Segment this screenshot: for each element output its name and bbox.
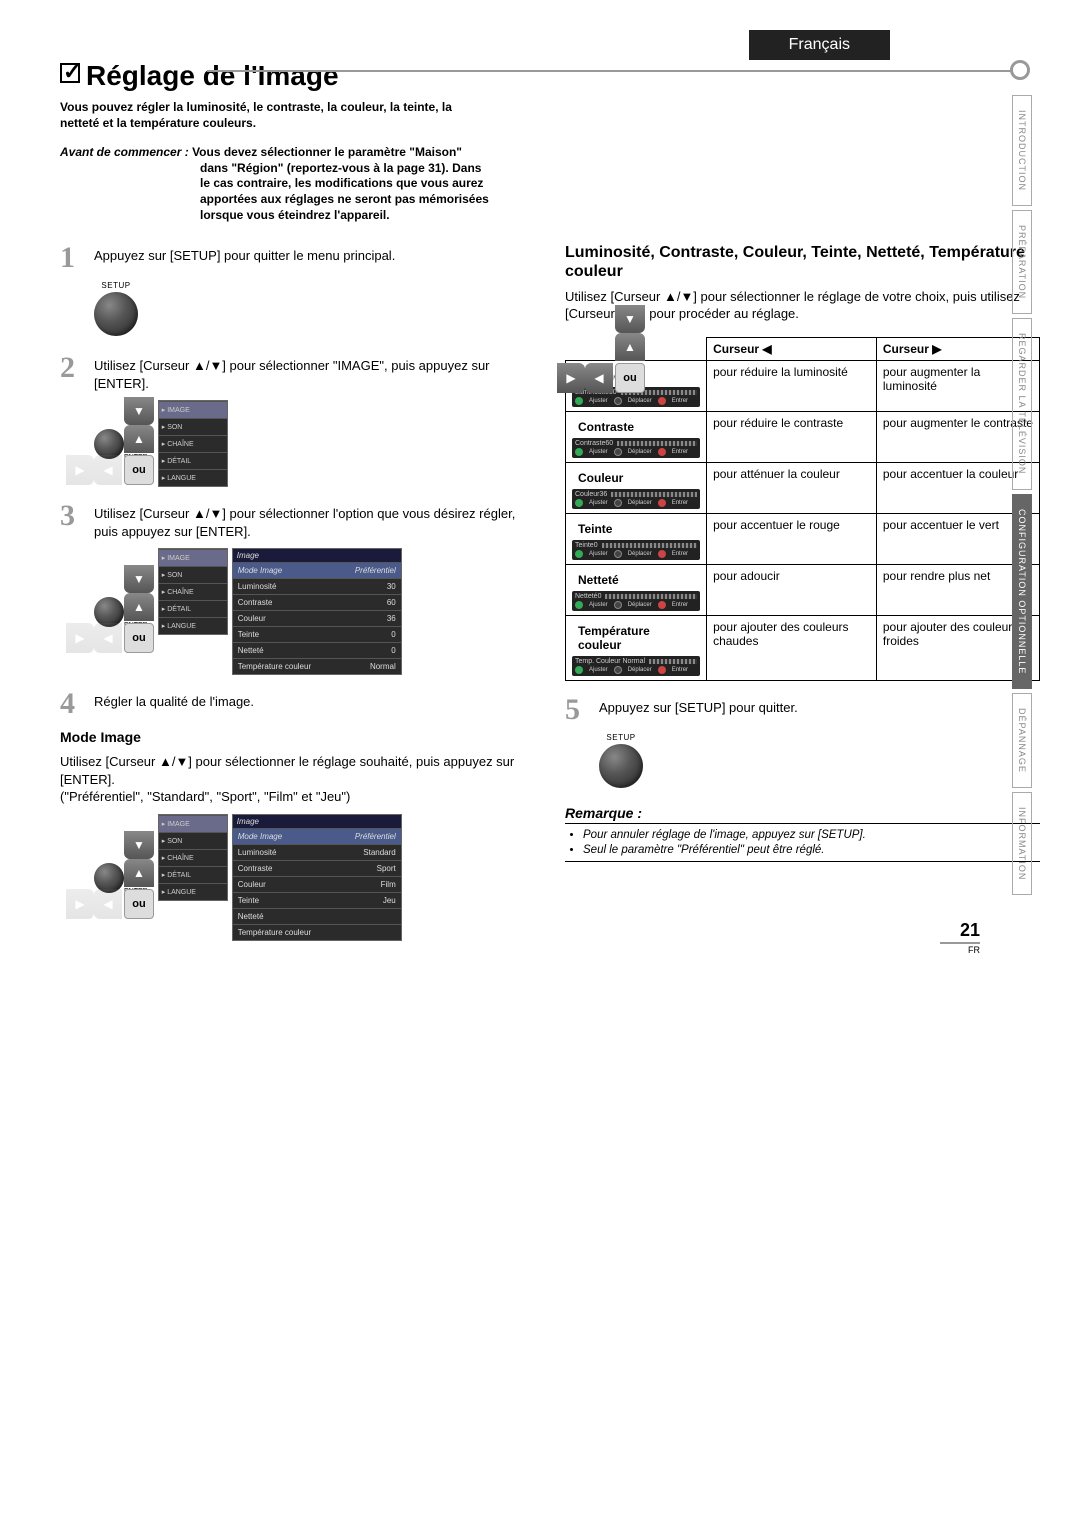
right-column: Luminosité, Contraste, Couleur, Teinte, …	[565, 243, 1040, 955]
osd-side-menu: ▸ IMAGE▸ SON▸ CHAÎNE▸ DÉTAIL▸ LANGUE	[158, 400, 228, 487]
header-circle	[1010, 60, 1030, 80]
language-tab: Français	[749, 30, 890, 60]
side-tab: PRÉPARATION	[1012, 210, 1032, 314]
step-2: 2 Utilisez [Curseur ▲/▼] pour sélectionn…	[60, 353, 535, 392]
setup-button-icon: SETUP	[94, 281, 138, 339]
setup-button-icon: SETUP	[599, 733, 643, 791]
side-tab: DÉPANNAGE	[1012, 693, 1032, 788]
osd-mode-menu: ImageMode ImagePréférentielLuminositéSta…	[232, 814, 402, 941]
left-column: 1 Appuyez sur [SETUP] pour quitter le me…	[60, 243, 535, 955]
header-rule	[207, 70, 1012, 72]
mode-image-text: Utilisez [Curseur ▲/▼] pour sélectionner…	[60, 749, 535, 806]
side-tab: INTRODUCTION	[1012, 95, 1032, 206]
side-tabs: INTRODUCTION PRÉPARATION REGARDER LA TÉLÉV…	[1012, 95, 1032, 895]
step-4: 4 Régler la qualité de l'image.	[60, 689, 535, 719]
page-title: Réglage de l'Image	[60, 60, 1040, 92]
check-icon	[60, 63, 80, 83]
side-tab: INFORMATION	[1012, 792, 1032, 895]
osd-image-menu: ImageMode ImagePréférentielLuminosité30C…	[232, 548, 402, 675]
remarque-box: Remarque : Pour annuler réglage de l'ima…	[565, 805, 1040, 862]
right-heading: Luminosité, Contraste, Couleur, Teinte, …	[565, 243, 1040, 281]
step-1: 1 Appuyez sur [SETUP] pour quitter le me…	[60, 243, 535, 273]
intro-text: Vous pouvez régler la luminosité, le con…	[60, 100, 480, 131]
side-tab: REGARDER LA TÉLÉVISION	[1012, 318, 1032, 489]
step-5: 5 Appuyez sur [SETUP] pour quitter.	[565, 695, 1040, 725]
mode-image-heading: Mode Image	[60, 729, 535, 745]
osd-side-menu: ▸ IMAGE▸ SON▸ CHAÎNE▸ DÉTAIL▸ LANGUE	[158, 548, 228, 635]
before-start: Avant de commencer : Vous devez sélectio…	[60, 145, 490, 223]
page-number: 21 FR	[940, 920, 980, 955]
side-tab: CONFIGURATION OPTIONNELLE	[1012, 494, 1032, 689]
step-3: 3 Utilisez [Curseur ▲/▼] pour sélectionn…	[60, 501, 535, 540]
osd-side-menu: ▸ IMAGE▸ SON▸ CHAÎNE▸ DÉTAIL▸ LANGUE	[158, 814, 228, 901]
